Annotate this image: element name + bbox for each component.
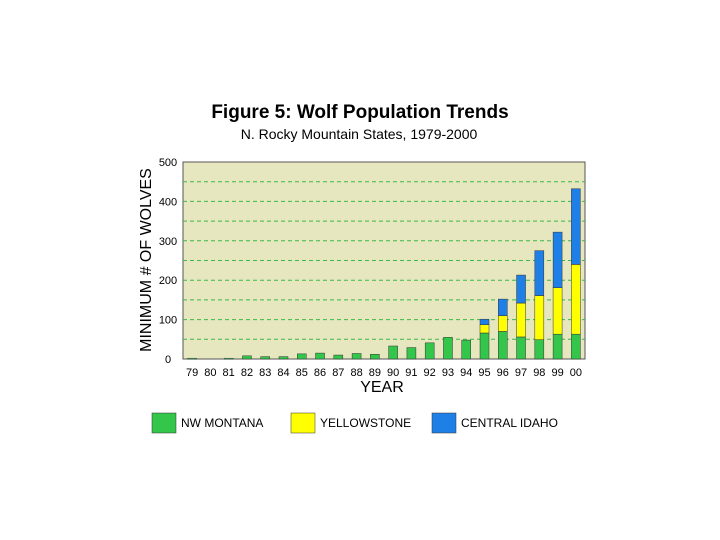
bar-segment [333, 354, 344, 360]
bar-segment [498, 315, 508, 332]
x-tick-label: 81 [223, 367, 235, 379]
bar-segment [351, 353, 362, 360]
legend-swatch [151, 412, 177, 434]
bar-segment [516, 302, 526, 338]
bar-segment [424, 342, 435, 360]
bar-segment [479, 318, 490, 325]
x-tick-labels: 79 80 81 82 83 84 85 86 87 88 89 90 91 92 93 94 95 96 97 98… [186, 367, 582, 379]
legend-label: CENTRAL IDAHO [461, 416, 558, 430]
chart-title: Figure 5: Wolf Population Trends [211, 102, 508, 123]
x-tick-label: 87 [332, 367, 344, 379]
y-axis-label: MINIMUM # OF WOLVES [138, 168, 155, 352]
y-tick-label: 400 [159, 196, 177, 208]
bar-segment [552, 287, 563, 335]
bar-segment [534, 339, 545, 360]
x-tick-label: 94 [460, 367, 472, 379]
y-tick-label: 100 [159, 315, 177, 327]
bar-segment [223, 357, 234, 360]
x-tick-label: 82 [241, 367, 253, 379]
bar-segment [278, 356, 289, 360]
x-tick-label: 88 [350, 367, 362, 379]
bar-segment [571, 333, 581, 360]
bar-segment [498, 331, 508, 360]
x-tick-label: 84 [277, 367, 289, 379]
bar-segment [242, 355, 252, 360]
x-tick-label: 79 [186, 367, 198, 379]
x-axis-label: YEAR [360, 379, 404, 396]
x-tick-label: 83 [259, 367, 271, 379]
bar-segment [552, 333, 563, 360]
bar-segment [534, 250, 545, 296]
x-tick-label: 97 [515, 367, 527, 379]
bar-segment [571, 264, 581, 335]
chart-subtitle: N. Rocky Mountain States, 1979-2000 [241, 126, 478, 142]
bar-segment [461, 339, 471, 360]
bar-segment [260, 356, 270, 360]
x-tick-label: 93 [442, 367, 454, 379]
x-tick-label: 86 [314, 367, 326, 379]
x-tick-label: 90 [387, 367, 399, 379]
x-tick-label: 89 [369, 367, 381, 379]
x-tick-label: 98 [533, 367, 545, 379]
bars [187, 188, 581, 360]
legend-label: NW MONTANA [181, 416, 263, 430]
x-tick-label: 99 [551, 367, 563, 379]
y-tick-label: 500 [159, 157, 177, 169]
grid-lines [183, 181, 585, 340]
x-tick-label: 91 [405, 367, 417, 379]
bar-segment [498, 298, 508, 316]
x-tick-label: 95 [478, 367, 490, 379]
x-tick-label: 80 [204, 367, 216, 379]
bar-segment [443, 337, 453, 360]
legend-swatch [431, 412, 457, 434]
bar-segment [516, 274, 526, 304]
y-tick-label: 200 [159, 275, 177, 287]
legend: NW MONTANA YELLOWSTONE CENTRAL IDAHO [151, 412, 558, 434]
bar-segment [297, 353, 307, 360]
bar-segment [388, 345, 398, 360]
legend-label: YELLOWSTONE [320, 416, 411, 430]
bar-segment [534, 295, 545, 340]
x-tick-label: 92 [424, 367, 436, 379]
legend-swatch [290, 412, 316, 434]
bar-segment [479, 332, 490, 360]
x-tick-label: 96 [497, 367, 509, 379]
bar-segment [315, 352, 325, 360]
bar-segment [571, 188, 581, 265]
x-tick-label: 85 [296, 367, 308, 379]
bar-segment [370, 354, 380, 360]
bar-segment [479, 324, 490, 334]
bar-segment [516, 336, 526, 360]
y-tick-label: 0 [165, 354, 171, 366]
x-tick-label: 00 [570, 367, 582, 379]
bar-segment [406, 347, 417, 360]
bar-segment [552, 231, 563, 288]
bar-segment [187, 357, 197, 360]
y-tick-label: 300 [159, 236, 177, 248]
y-tick-labels: 0 100 200 300 400 500 [159, 157, 177, 366]
